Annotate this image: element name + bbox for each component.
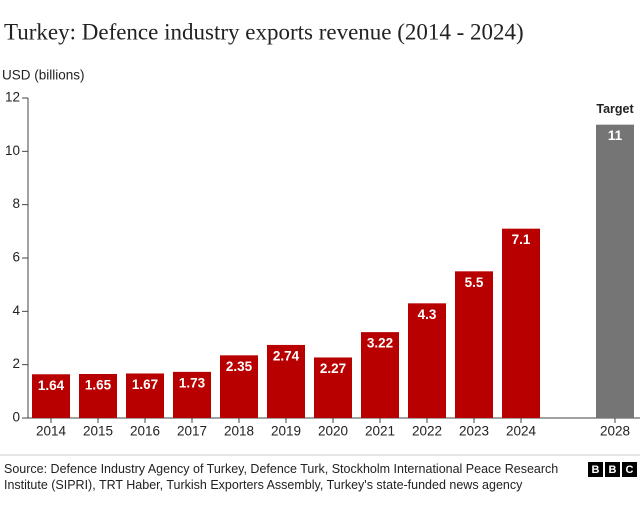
bar [455,271,493,418]
x-tick-label: 2019 [271,424,301,439]
value-label: 7.1 [512,232,531,247]
bar [79,374,117,418]
y-tick-label: 0 [12,410,20,425]
logo-letter: B [588,462,603,477]
bar [361,332,399,418]
value-label: 1.64 [38,378,65,393]
y-tick-label: 12 [5,90,20,105]
annotation: Target [596,102,634,116]
x-tick-label: 2024 [506,424,537,439]
bar [173,371,211,418]
x-tick-label: 2015 [83,424,113,439]
bar [267,344,305,418]
y-tick-label: 10 [5,143,20,158]
x-tick-label: 2023 [459,424,489,439]
value-label: 5.5 [465,275,484,290]
y-tick-label: 4 [12,303,20,318]
bar [314,357,352,418]
logo-letter: C [622,462,637,477]
logo-letter: B [605,462,620,477]
x-tick-label: 2022 [412,424,442,439]
value-label: 3.22 [367,336,393,351]
y-axis-label: USD (billions) [2,68,85,83]
y-tick-label: 8 [12,196,20,211]
x-tick-label: 2021 [365,424,395,439]
y-tick-label: 6 [12,250,20,265]
value-label: 2.74 [273,348,300,363]
x-tick-label: 2018 [224,424,254,439]
bar [502,228,540,418]
value-label: 2.27 [320,361,346,376]
x-tick-label: 2014 [36,424,67,439]
value-label: 2.35 [226,359,253,374]
y-tick-label: 2 [12,356,20,371]
bar [220,355,258,418]
x-tick-label: 2020 [318,424,348,439]
chart: Turkey: Defence industry exports revenue… [0,19,640,456]
x-tick-label: 2017 [177,424,207,439]
source: Source: Defence Industry Agency of Turke… [4,462,559,492]
x-tick-label: 2016 [130,424,160,439]
value-label: 1.67 [132,377,158,392]
bar [596,124,634,419]
bar [408,303,446,418]
value-label: 1.73 [179,375,206,390]
value-label: 1.65 [85,378,112,393]
value-label: 4.3 [418,307,437,322]
logo: B B C [588,462,637,477]
bar [32,374,70,418]
bar [126,373,164,418]
value-label: 11 [608,128,623,143]
chart-title: Turkey: Defence industry exports revenue… [4,19,524,44]
x-tick-label: 2028 [600,424,630,439]
